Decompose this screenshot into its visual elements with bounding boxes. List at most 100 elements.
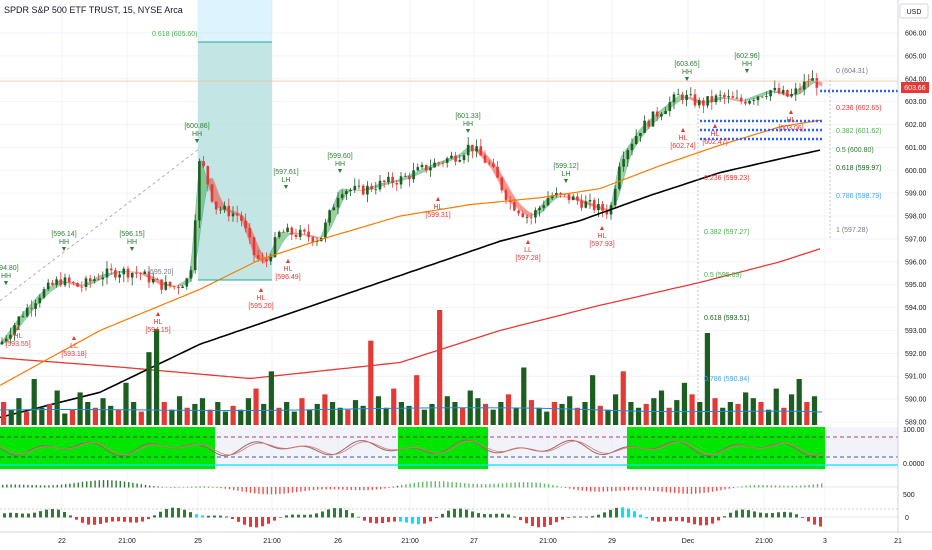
hist-bar <box>157 486 159 488</box>
hist-bar <box>783 511 786 518</box>
candle <box>676 94 680 96</box>
hist-bar <box>429 517 432 522</box>
candle <box>580 200 583 208</box>
candle <box>202 161 205 167</box>
hist-bar <box>111 517 114 522</box>
volume-bar <box>681 382 688 425</box>
hist-bar <box>279 487 281 495</box>
hist-bar <box>153 486 155 488</box>
hist-bar <box>342 487 344 490</box>
candle <box>458 160 462 162</box>
candle <box>374 189 378 191</box>
hist-bar <box>409 483 411 488</box>
candle <box>601 203 604 211</box>
pivot-marker: ▼ <box>744 68 751 75</box>
candle <box>282 231 285 233</box>
hist-bar <box>464 483 466 488</box>
candle <box>240 215 243 221</box>
price-tick-label: 591.00 <box>905 374 927 381</box>
candle <box>17 316 21 326</box>
hist-bar <box>812 484 814 488</box>
volume-bar <box>352 400 359 425</box>
volume-bar <box>766 409 772 425</box>
hist-bar <box>315 513 318 518</box>
volume-bar <box>253 388 259 425</box>
volume-bar <box>536 407 542 425</box>
candle <box>752 100 756 101</box>
volume-bar <box>123 382 129 425</box>
hist-bar <box>345 510 348 518</box>
hist-bar <box>543 483 546 488</box>
histogram-pane-1 <box>0 480 898 495</box>
hist-bar <box>136 483 138 488</box>
candle <box>685 94 688 101</box>
pivot-price: [601.33] <box>455 113 480 120</box>
hist-bar <box>639 514 642 518</box>
currency-box[interactable] <box>899 3 929 19</box>
candle <box>303 229 306 232</box>
hist-bar <box>531 482 533 488</box>
pivot-type: LL <box>70 343 78 350</box>
hist-bar <box>800 485 802 488</box>
volume-bar <box>567 396 573 425</box>
osc-signal <box>0 440 823 456</box>
hist-bar <box>430 481 432 488</box>
hist-bar <box>795 485 798 488</box>
candle <box>681 94 684 101</box>
candle <box>315 241 319 243</box>
volume-bar <box>513 407 519 425</box>
price-tick-label: 599.00 <box>905 191 927 198</box>
volume-bar <box>46 403 53 425</box>
hist-bar <box>507 514 510 518</box>
hist-bar <box>149 485 151 488</box>
hist-bar <box>384 487 386 489</box>
hist-bar <box>380 487 382 490</box>
price-axis[interactable]: 606.00 605.00 604.00 603.00 602.00 601.00 600.… <box>903 31 927 523</box>
candle <box>424 164 428 171</box>
hist-bar <box>747 510 750 518</box>
pivot-labels: [594.80]HH▼[596.14]HH▼[596.15]HH▼[600.86… <box>0 53 804 358</box>
hist-bar <box>57 509 60 518</box>
volume-bar <box>551 402 557 425</box>
pivot-price: [602.96] <box>734 53 759 60</box>
hist-bar <box>10 484 12 488</box>
hist-bar <box>765 513 768 518</box>
hist-bar <box>556 485 558 488</box>
time-tick-label: 29 <box>608 538 616 545</box>
candle <box>668 102 672 111</box>
hist-bar <box>161 486 163 488</box>
candle <box>349 189 352 192</box>
hist-bar <box>387 517 390 523</box>
candle <box>143 271 147 274</box>
hist-bar <box>819 517 822 527</box>
pivot-price: [599.60] <box>327 153 352 160</box>
candle <box>223 205 226 210</box>
candle <box>189 270 193 279</box>
hist-bar <box>434 481 436 488</box>
hist-bar <box>567 517 570 518</box>
hist-bar <box>745 485 747 488</box>
highlight-zone <box>198 0 272 280</box>
candle <box>597 203 600 211</box>
candle <box>802 81 806 90</box>
candle <box>538 207 541 211</box>
time-axis[interactable]: 22 21:00 25 21:00 26 21:00 27 21:00 29 Dec 21:00 3 2… <box>58 538 902 545</box>
hist-bar <box>441 513 444 518</box>
candle <box>198 161 201 221</box>
volume-bar <box>161 402 167 425</box>
hist-bar <box>31 485 33 488</box>
hist-bar <box>623 487 625 491</box>
hist-bar <box>711 517 714 524</box>
hist-bar <box>296 487 298 493</box>
candle <box>93 279 96 282</box>
hist-bar <box>808 484 810 488</box>
hist-bar <box>304 487 306 492</box>
hist-bar <box>753 485 756 488</box>
hist-bar <box>317 487 319 490</box>
volume-bar <box>666 407 672 425</box>
pivot-price: [600.86] <box>184 123 209 130</box>
candle <box>760 96 764 98</box>
candle <box>584 201 588 208</box>
candle <box>420 164 424 168</box>
